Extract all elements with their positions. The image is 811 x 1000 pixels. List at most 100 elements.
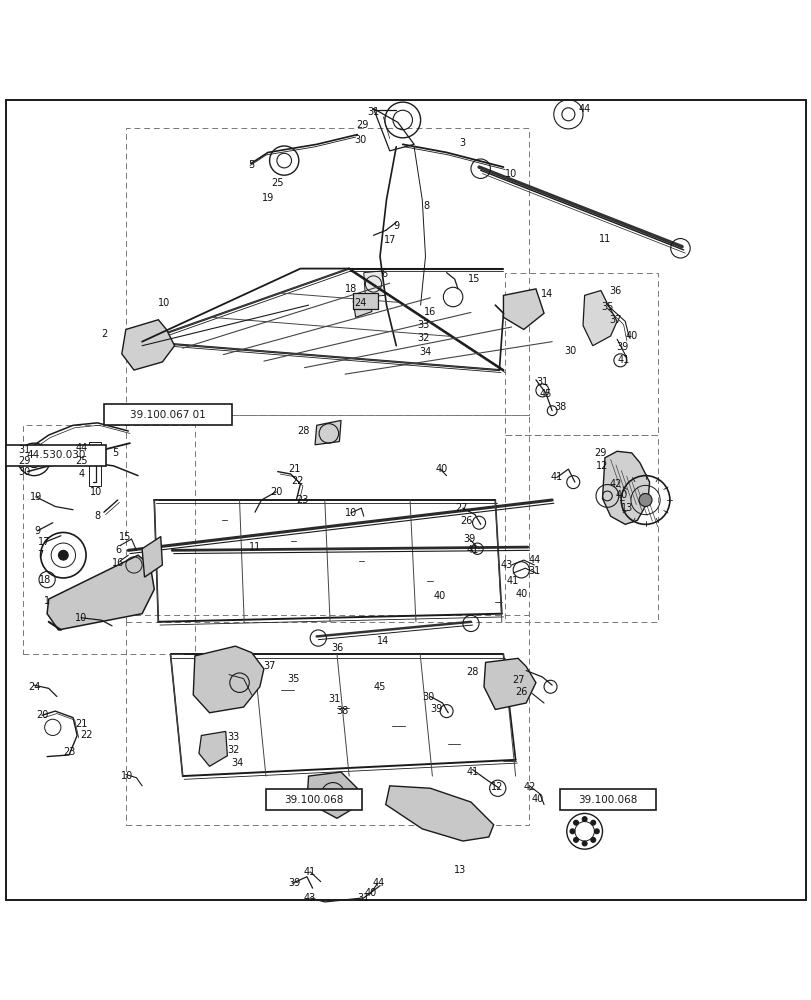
Text: 27: 27 <box>511 675 524 685</box>
Text: 24: 24 <box>28 682 41 692</box>
Polygon shape <box>199 731 227 766</box>
Polygon shape <box>483 658 535 709</box>
Text: 39: 39 <box>430 704 443 714</box>
Text: 19: 19 <box>261 193 274 203</box>
Text: 30: 30 <box>422 692 435 702</box>
Text: 13: 13 <box>620 503 633 513</box>
Text: 6: 6 <box>115 545 122 555</box>
Bar <box>266 789 362 810</box>
Bar <box>89 442 101 486</box>
Text: 39.100.068: 39.100.068 <box>577 795 637 805</box>
Text: 25: 25 <box>271 178 284 188</box>
Text: 30: 30 <box>354 135 367 145</box>
Text: 33: 33 <box>417 320 430 330</box>
Text: 39: 39 <box>615 342 628 352</box>
Text: 40: 40 <box>615 490 628 500</box>
Polygon shape <box>503 289 543 329</box>
Text: 14: 14 <box>540 289 553 299</box>
Text: 11: 11 <box>598 234 611 244</box>
Text: 12: 12 <box>490 782 503 792</box>
Text: 42: 42 <box>522 782 535 792</box>
Text: 18: 18 <box>39 575 52 585</box>
Polygon shape <box>385 786 493 841</box>
Text: 20: 20 <box>269 487 282 497</box>
Text: 22: 22 <box>290 476 303 486</box>
Text: 31: 31 <box>328 694 341 704</box>
Text: 27: 27 <box>454 503 467 513</box>
Polygon shape <box>582 291 616 346</box>
Text: 13: 13 <box>453 865 466 875</box>
Polygon shape <box>315 420 341 445</box>
Text: 35: 35 <box>600 302 613 312</box>
Text: 26: 26 <box>459 516 472 526</box>
Text: 29: 29 <box>594 448 607 458</box>
Text: 30: 30 <box>563 346 576 356</box>
Text: 31: 31 <box>357 893 370 903</box>
Circle shape <box>58 550 68 560</box>
Text: 37: 37 <box>263 661 276 671</box>
Text: 30: 30 <box>18 467 31 477</box>
Text: 17: 17 <box>37 537 50 547</box>
Text: 23: 23 <box>63 747 76 757</box>
Bar <box>560 789 655 810</box>
Bar <box>126 615 529 825</box>
Text: 38: 38 <box>336 706 349 716</box>
Polygon shape <box>47 555 154 630</box>
Polygon shape <box>602 451 649 524</box>
Text: 41: 41 <box>303 867 316 877</box>
Text: 31: 31 <box>367 107 380 117</box>
Text: 2: 2 <box>101 329 107 339</box>
Text: 39.100.067 01: 39.100.067 01 <box>130 410 206 420</box>
Text: 35: 35 <box>287 674 300 684</box>
Circle shape <box>590 820 595 825</box>
Text: 40: 40 <box>514 589 527 599</box>
Polygon shape <box>142 537 162 577</box>
Text: 44: 44 <box>75 443 88 453</box>
Bar <box>104 404 232 425</box>
Text: 45: 45 <box>373 682 386 692</box>
Text: 16: 16 <box>423 307 436 317</box>
Bar <box>504 435 657 622</box>
Bar <box>504 273 657 435</box>
Text: 34: 34 <box>418 347 431 357</box>
Text: 36: 36 <box>608 286 621 296</box>
Text: 40: 40 <box>530 794 543 804</box>
Text: 25: 25 <box>75 456 88 466</box>
Text: 8: 8 <box>423 201 429 211</box>
Text: 29: 29 <box>18 456 31 466</box>
Text: 31: 31 <box>527 566 540 576</box>
Text: 11: 11 <box>248 542 261 552</box>
Text: 39: 39 <box>462 534 475 544</box>
Circle shape <box>638 494 651 506</box>
Text: 39.100.068: 39.100.068 <box>284 795 344 805</box>
Text: 15: 15 <box>118 532 131 542</box>
Text: 38: 38 <box>553 402 566 412</box>
Text: 29: 29 <box>355 120 368 130</box>
Text: 40: 40 <box>435 464 448 474</box>
Text: 6: 6 <box>381 269 388 279</box>
Text: 31: 31 <box>535 377 548 387</box>
Text: 24: 24 <box>354 298 367 308</box>
Text: 23: 23 <box>295 495 308 505</box>
Text: 5: 5 <box>248 160 255 170</box>
Text: 18: 18 <box>344 284 357 294</box>
Bar <box>6 445 105 466</box>
Text: 41: 41 <box>506 576 519 586</box>
Text: 8: 8 <box>94 511 101 521</box>
Text: 40: 40 <box>363 888 376 898</box>
Text: 10: 10 <box>504 169 517 179</box>
Circle shape <box>573 820 577 825</box>
Text: 20: 20 <box>36 710 49 720</box>
Polygon shape <box>307 772 357 818</box>
Text: 37: 37 <box>608 315 621 325</box>
Text: 32: 32 <box>417 333 430 343</box>
Text: 22: 22 <box>79 730 92 740</box>
Text: 33: 33 <box>227 732 240 742</box>
Circle shape <box>573 837 577 842</box>
Text: 12: 12 <box>595 461 608 471</box>
Text: 5: 5 <box>112 448 118 458</box>
Text: 19: 19 <box>29 492 42 502</box>
Text: 31: 31 <box>18 445 31 455</box>
Text: 45: 45 <box>539 389 551 399</box>
Text: 26: 26 <box>514 687 527 697</box>
